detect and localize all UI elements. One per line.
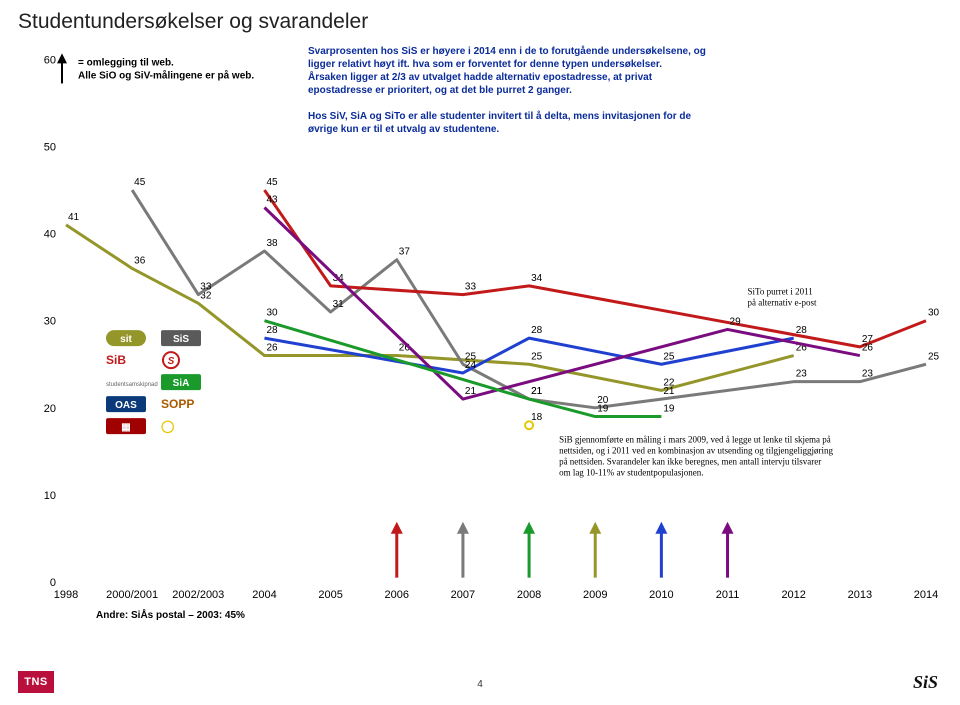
legend-line1: = omlegging til web.	[78, 57, 174, 68]
page-number: 4	[477, 679, 483, 690]
y-tick-label: 0	[50, 577, 56, 589]
legend-line2: Alle SiO og SiV-målingene er på web.	[78, 69, 254, 81]
page-title: Studentundersøkelser og svarandeler	[18, 10, 942, 34]
data-label: 21	[531, 386, 543, 397]
data-label: 45	[266, 177, 278, 188]
data-label: 24	[465, 360, 477, 371]
data-label: 19	[663, 404, 675, 415]
data-label: 43	[266, 194, 278, 205]
x-tick-label: 2011	[716, 589, 740, 601]
legend-logo-label: OAS	[115, 400, 137, 411]
sis-logo: SiS	[913, 672, 938, 693]
data-label: 30	[266, 308, 278, 319]
x-tick-label: 2010	[649, 589, 673, 601]
sib-note-line: SiB gjennomførte en måling i mars 2009, …	[559, 435, 831, 445]
data-label: 34	[531, 273, 543, 284]
data-label: 21	[465, 386, 477, 397]
legend-logo-label: ◯	[161, 419, 175, 434]
data-label: 31	[333, 299, 345, 310]
x-tick-label: 2002/2003	[172, 589, 224, 601]
x-tick-label: 2012	[781, 589, 805, 601]
y-tick-label: 50	[44, 142, 56, 154]
data-label: 36	[134, 255, 146, 266]
data-label: 25	[531, 351, 543, 362]
y-tick-label: 10	[44, 490, 56, 502]
data-label: 23	[862, 369, 874, 380]
sito-note-line: SiTo purret i 2011	[748, 287, 813, 297]
data-label: 28	[266, 325, 278, 336]
y-tick-label: 30	[44, 316, 56, 328]
chart-svg: 0 10 20 30 40 50 60 1998 2000/2001 2002/2003 2004 2…	[18, 42, 942, 632]
web-arrow-head	[589, 522, 601, 534]
x-tick-label: 2007	[451, 589, 475, 601]
legend-logo-label: SOPP	[161, 397, 194, 411]
x-tick-label: 2013	[848, 589, 872, 601]
x-tick-label: 2006	[385, 589, 409, 601]
x-tick-label: 2005	[318, 589, 342, 601]
legend-logo-label: SiS	[173, 334, 189, 345]
data-label: 33	[200, 282, 212, 293]
web-arrow-head	[655, 522, 667, 534]
legend-logo-label: sit	[120, 334, 132, 345]
chart-container: 0 10 20 30 40 50 60 1998 2000/2001 2002/2003 2004 2…	[18, 42, 942, 632]
sib-note-line: om lag 10-11% av studentpopulasjonen.	[559, 468, 703, 478]
data-label: 29	[730, 316, 742, 327]
data-label: 45	[134, 177, 146, 188]
data-label: 33	[465, 282, 477, 293]
x-tick-label: 2014	[914, 589, 938, 601]
web-arrow-head	[722, 522, 734, 534]
series-sib	[264, 190, 926, 347]
legend-logo-label: ▦	[121, 422, 130, 433]
data-label: 21	[663, 386, 675, 397]
top-text-line: Svarprosenten hos SiS er høyere i 2014 e…	[308, 45, 706, 57]
top-text-line: øvrige kun er til et utvalg av studenten…	[308, 124, 499, 135]
x-tick-label: 2004	[252, 589, 276, 601]
web-arrow-head	[457, 522, 469, 534]
web-arrow-head	[523, 522, 535, 534]
data-label: 19	[597, 404, 609, 415]
legend-logo-label: S	[168, 356, 175, 367]
data-label: 25	[663, 351, 675, 362]
web-arrow-head	[391, 522, 403, 534]
data-label: 26	[862, 343, 874, 354]
y-tick-label: 40	[44, 229, 56, 241]
sito-note-line: på alternativ e-post	[748, 298, 817, 308]
top-text-line: Hos SiV, SiA og SiTo er alle studenter i…	[308, 110, 691, 122]
x-tick-label: 1998	[54, 589, 78, 601]
y-tick-label: 60	[44, 54, 56, 66]
data-label: 38	[266, 238, 278, 249]
top-text-line: epostadresse er prioritert, og at det bl…	[308, 85, 572, 96]
legend-logo-label: SiA	[173, 378, 190, 389]
andre-note: Andre: SiÅs postal – 2003: 45%	[96, 608, 245, 621]
data-label: 37	[399, 247, 411, 258]
data-label: 23	[796, 369, 808, 380]
data-label: 41	[68, 212, 80, 223]
top-text-line: ligger relativt høyt ift. hva som er for…	[308, 59, 662, 70]
x-tick-label: 2000/2001	[106, 589, 158, 601]
top-text-line: Årsaken ligger at 2/3 av utvalget hadde …	[308, 70, 653, 83]
tns-logo: TNS	[18, 671, 54, 693]
sib-note-line: på nettsiden. Svarandeler kan ikke bereg…	[559, 457, 821, 467]
y-tick-label: 20	[44, 403, 56, 415]
footer: TNS 4 SiS	[0, 673, 960, 699]
data-label: 28	[531, 325, 543, 336]
legend-logo-label: SiB	[106, 353, 126, 367]
legend-logo-label: studentsamskipnad	[106, 382, 158, 388]
data-label: 25	[928, 351, 940, 362]
sib-note-line: nettsiden, og i 2011 ved en kombinasjon …	[559, 446, 833, 456]
x-tick-label: 2008	[517, 589, 541, 601]
data-label: 30	[928, 308, 940, 319]
data-label: 18	[531, 412, 543, 423]
x-tick-label: 2009	[583, 589, 607, 601]
data-label: 26	[266, 343, 278, 354]
